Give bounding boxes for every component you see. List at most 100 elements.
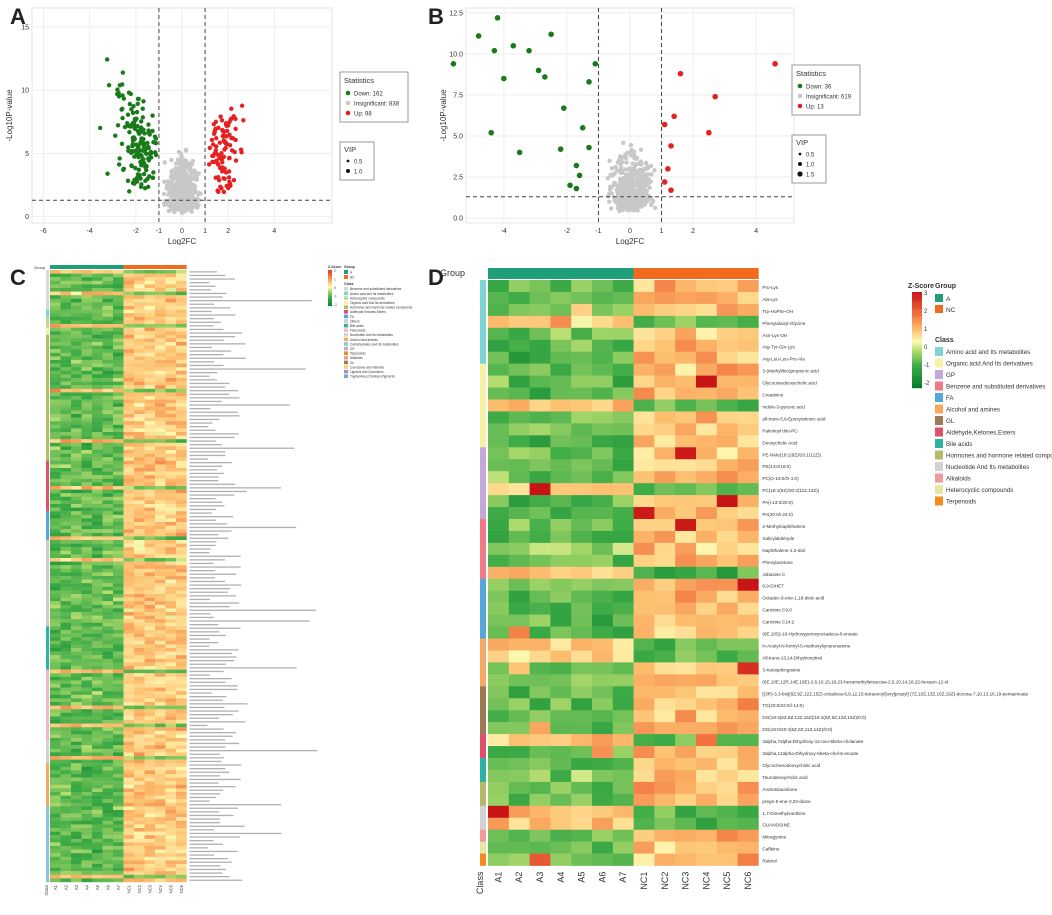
heatmap-cell [633, 530, 655, 544]
heatmap-cell [50, 619, 61, 623]
heatmap-cell [550, 519, 572, 532]
row-label-placeholder [189, 422, 213, 424]
class-bar-cell [46, 849, 49, 854]
heatmap-cell [134, 748, 145, 753]
row-label-placeholder [189, 580, 225, 583]
heatmap-cell [102, 439, 114, 443]
heatmap-cell [50, 421, 61, 425]
heatmap-cell [50, 874, 61, 879]
heatmap-cell [165, 612, 177, 616]
heatmap-cell [92, 468, 103, 472]
heatmap-cell [144, 363, 156, 368]
heatmap-cell [592, 387, 614, 400]
heatmap-cell [81, 676, 93, 681]
zscore-gradient-step [912, 383, 922, 385]
heatmap-cell [488, 291, 510, 305]
row-label-placeholder [189, 390, 239, 392]
class-bar-cell [46, 658, 49, 663]
heatmap-cell [113, 666, 124, 670]
heatmap-cell [92, 500, 103, 505]
heatmap-cell [71, 475, 82, 479]
heatmap-cell [571, 387, 593, 400]
heatmap-cell [92, 579, 103, 584]
heatmap-cell [592, 734, 614, 747]
heatmap-cell [571, 542, 593, 556]
point-down [149, 150, 154, 156]
heatmap-cell [50, 738, 61, 742]
heatmap-cell [102, 331, 114, 335]
heatmap-cell [50, 489, 61, 494]
heatmap-cell [612, 817, 634, 830]
heatmap-cell [123, 788, 135, 793]
heatmap-cell [508, 698, 530, 711]
heatmap-cell [144, 277, 156, 281]
point-down [140, 148, 146, 153]
class-bar-cell [46, 860, 49, 865]
column-label: A1 [493, 872, 503, 883]
point-down [132, 116, 138, 122]
heatmap-cell [134, 514, 145, 519]
heatmap-cell [123, 860, 135, 865]
class-legend-swatch [935, 450, 943, 460]
heatmap-cell [113, 698, 124, 703]
heatmap-cell [92, 424, 103, 429]
class-bar-cell [46, 378, 49, 382]
heatmap-cell [113, 439, 124, 443]
row-label-placeholder [189, 534, 219, 536]
heatmap-cell [123, 295, 135, 299]
heatmap-cell [123, 730, 135, 735]
heatmap-cell [165, 788, 177, 793]
row-label-placeholder [189, 667, 297, 669]
heatmap-cell [654, 841, 676, 854]
heatmap-cell [654, 817, 676, 830]
heatmap-cell [102, 529, 114, 533]
heatmap-cell [155, 648, 166, 652]
row-label-placeholder [189, 876, 230, 878]
point-down [542, 74, 548, 80]
heatmap-cell [144, 536, 156, 541]
heatmap-cell [81, 615, 93, 620]
heatmap-cell [165, 810, 177, 814]
heatmap-cell [92, 410, 103, 415]
row-label-placeholder [189, 591, 228, 593]
class-bar-cell [46, 284, 49, 289]
heatmap-cell [134, 504, 145, 508]
group-bar-cell [92, 265, 103, 269]
heatmap-cell [81, 637, 93, 641]
heatmap-cell [176, 626, 187, 631]
heatmap-cell [60, 514, 72, 519]
heatmap-cell [508, 483, 530, 496]
heatmap-cell [144, 450, 156, 454]
row-label-placeholder [189, 548, 211, 550]
heatmap-cell [488, 363, 510, 376]
class-bar-cell [46, 676, 49, 681]
heatmap-cell [102, 648, 114, 652]
heatmap-cell [81, 518, 93, 523]
point-down [510, 42, 517, 49]
heatmap-cell [60, 738, 72, 742]
heatmap-cell [60, 810, 72, 814]
heatmap-cell [571, 411, 593, 424]
heatmap-cell [71, 583, 82, 587]
heatmap-cell [71, 586, 82, 591]
row-label-placeholder [189, 480, 219, 482]
y-tick-label: 0.0 [453, 216, 463, 223]
heatmap-cell [113, 363, 124, 368]
point-up [215, 188, 220, 193]
point-insignificant [643, 160, 649, 166]
heatmap-cell [144, 360, 156, 364]
point-down [144, 146, 149, 151]
class-bar-cell [480, 793, 486, 807]
heatmap-cell [675, 387, 697, 400]
heatmap-cell [60, 432, 72, 436]
heatmap-cell [81, 730, 93, 735]
class-bar-cell [480, 566, 486, 580]
class-legend-title: Class [344, 282, 354, 286]
x-tick-label: -2 [564, 228, 570, 235]
heatmap-cell [654, 566, 676, 580]
point-insignificant [650, 199, 656, 204]
heatmap-cell [71, 838, 82, 843]
heatmap-cell [60, 532, 72, 537]
point-insignificant [617, 169, 623, 174]
heatmap-cell [60, 770, 72, 775]
